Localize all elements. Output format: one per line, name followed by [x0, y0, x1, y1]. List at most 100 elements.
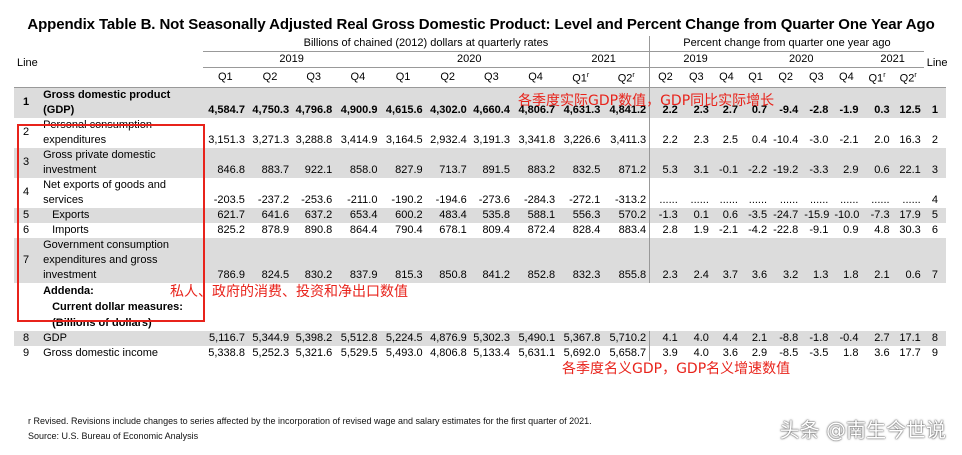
- level-value: 837.9: [335, 237, 381, 283]
- pct-year-2021: 2021: [861, 51, 924, 68]
- pct-value: 0.3: [861, 87, 893, 118]
- addenda-header-row: Addenda:: [14, 283, 946, 299]
- quarter-label: Q1: [868, 72, 884, 85]
- level-value: 864.4: [349, 223, 378, 236]
- table-row: 1 Gross domestic product (GDP) 4,584.7 4,75…: [14, 87, 946, 118]
- row-line-number-right: 8: [923, 330, 946, 346]
- level-value: 3,288.8: [295, 133, 333, 146]
- row-line-number: 4: [22, 186, 30, 199]
- annotation-top: 各季度实际GDP数值，GDP同比实际增长: [518, 93, 775, 109]
- pct-value: -1.3: [649, 207, 681, 223]
- level-value: 4,660.4: [469, 87, 513, 118]
- pct-value: ......: [810, 193, 829, 206]
- pct-value: 3.6: [874, 346, 890, 359]
- row-line-number: 6: [22, 223, 30, 236]
- level-value: 5,631.1: [518, 346, 556, 359]
- current-dollar-label: Current dollar measures:: [52, 300, 183, 313]
- pct-value: 2.2: [649, 87, 681, 118]
- quarter-header: Q2: [247, 67, 293, 88]
- empty-cell: [203, 299, 946, 315]
- pct-value: 4.0: [680, 330, 712, 346]
- gdp-table: Line Billions of chained (2012) dollars …: [14, 36, 948, 361]
- level-value: 570.2: [603, 207, 651, 223]
- pct-value: -3.0: [809, 133, 829, 146]
- pct-value: -8.8: [770, 330, 802, 346]
- pct-quarter-header: Q4: [711, 67, 741, 88]
- table-row: 5 Exports 621.7 641.6 637.2 653.4 600.2 483.4 53…: [14, 207, 946, 223]
- pct-value: -19.2: [770, 147, 802, 178]
- level-value: 5,493.0: [385, 346, 423, 359]
- level-value: 891.5: [469, 147, 513, 178]
- level-value: -211.0: [347, 193, 378, 206]
- pct-quarter-header: Q2: [649, 67, 681, 88]
- level-year-2021: 2021: [558, 51, 651, 68]
- pct-value: -1.8: [801, 330, 832, 346]
- row-description: Exports: [38, 207, 203, 223]
- level-value: 815.3: [380, 237, 426, 283]
- pct-value: 1.8: [843, 346, 859, 359]
- level-value: -194.6: [435, 193, 467, 206]
- pct-value: -2.1: [839, 133, 859, 146]
- level-value: -253.6: [301, 193, 333, 206]
- pct-value: 1.3: [801, 237, 832, 283]
- header-row-quarters: Q1 Q2 Q3 Q4 Q1 Q2 Q3 Q4 Q1r Q2r Q2 Q3 Q4 Q1 Q2 Q3 Q4 Q1r Q…: [14, 67, 946, 88]
- level-value: 5,529.5: [340, 346, 378, 359]
- header-row-years: 2019 2020 2021 2019 2020 2021: [14, 51, 946, 68]
- level-value: 4,806.7: [512, 87, 559, 118]
- pct-value: 0.1: [680, 207, 712, 223]
- pct-value: 12.5: [892, 87, 924, 118]
- pct-value: 2.3: [680, 87, 712, 118]
- table-title: Appendix Table B. Not Seasonally Adjuste…: [27, 16, 935, 33]
- level-value: 832.5: [558, 147, 604, 178]
- pct-quarter-header: Q1: [741, 67, 771, 88]
- quarter-label: Q2: [899, 72, 915, 85]
- pct-value: 0.6: [861, 147, 893, 178]
- level-value: 858.0: [335, 147, 381, 178]
- level-value: 3,271.3: [252, 133, 290, 146]
- level-value: 5,338.8: [208, 346, 245, 359]
- level-value: 3,151.3: [208, 133, 245, 146]
- level-value: 3,414.9: [340, 133, 378, 146]
- pct-value: 2.2: [662, 133, 678, 146]
- pct-value: 2.4: [680, 237, 712, 283]
- level-value: 841.2: [469, 237, 513, 283]
- pct-value: 2.5: [722, 133, 738, 146]
- level-value: 4,302.0: [425, 87, 470, 118]
- addenda-label: Addenda:: [43, 284, 94, 297]
- level-value: 3,341.8: [518, 133, 556, 146]
- quarter-header: Q3: [292, 67, 336, 88]
- level-value: -190.2: [391, 193, 423, 206]
- level-value: 5,302.3: [469, 330, 513, 346]
- pct-value: 4.8: [874, 223, 890, 236]
- table-row: 7 Government consumption expenditures and…: [14, 237, 946, 283]
- level-value: 4,796.8: [292, 87, 336, 118]
- row-line-number-right: 1: [923, 87, 946, 118]
- level-value: 4,631.3: [558, 87, 604, 118]
- level-value: 5,710.2: [603, 330, 651, 346]
- pct-value: 3.6: [722, 346, 738, 359]
- level-value: 5,252.3: [252, 346, 290, 359]
- level-value: 3,191.3: [473, 133, 510, 146]
- level-value: 4,750.3: [247, 87, 293, 118]
- pct-value: ......: [871, 193, 890, 206]
- level-value: 556.3: [558, 207, 604, 223]
- level-value: 637.2: [292, 207, 336, 223]
- row-line-number: 9: [22, 346, 30, 359]
- level-value: 3,164.5: [385, 133, 423, 146]
- addenda-header-row: Current dollar measures:: [14, 299, 946, 315]
- pct-value: 2.1: [741, 330, 771, 346]
- level-value: 5,512.8: [335, 330, 381, 346]
- pct-value: -10.0: [831, 207, 862, 223]
- pct-value: ......: [719, 193, 738, 206]
- pct-value: -7.3: [861, 207, 893, 223]
- pct-quarter-header: Q3: [680, 67, 712, 88]
- row-line-number-right: 5: [923, 207, 946, 223]
- pct-value: 0.9: [843, 223, 859, 236]
- level-value: 809.4: [482, 223, 510, 236]
- pct-value: 4.4: [711, 330, 741, 346]
- level-value: 850.8: [425, 237, 470, 283]
- level-value: 621.7: [202, 207, 248, 223]
- row-line-number: 2: [22, 126, 30, 139]
- level-value: 786.9: [202, 237, 248, 283]
- pct-value: -3.3: [801, 147, 832, 178]
